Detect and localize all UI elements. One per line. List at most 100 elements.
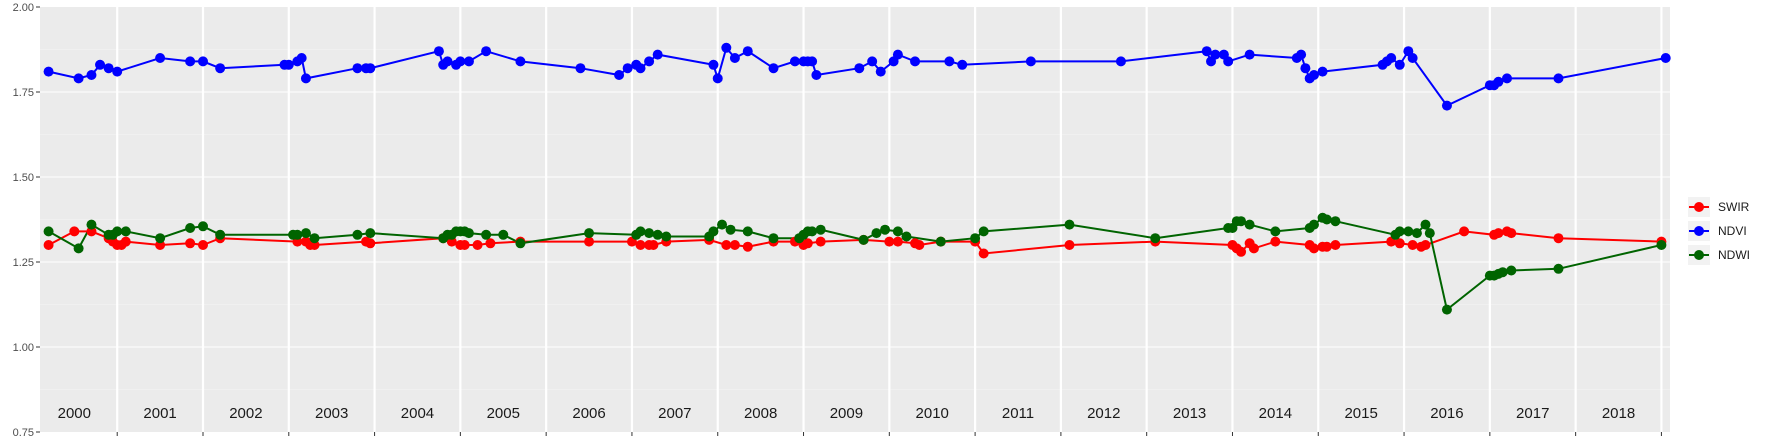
data-point-swir	[1506, 228, 1517, 239]
y-tick-label: 2.00	[13, 2, 34, 14]
data-point-ndwi	[1424, 228, 1435, 239]
data-point-ndvi	[1300, 63, 1311, 74]
data-point-ndwi	[717, 219, 728, 230]
year-label: 2000	[58, 405, 91, 422]
data-point-ndvi	[867, 56, 878, 67]
data-point-ndvi	[1223, 56, 1234, 67]
data-point-swir	[648, 240, 659, 250]
year-label: 2008	[744, 405, 777, 422]
data-point-ndvi	[1553, 73, 1564, 84]
data-point-ndvi	[1317, 66, 1328, 77]
data-point-swir	[721, 240, 732, 250]
year-label: 2015	[1344, 405, 1377, 422]
data-point-swir	[485, 238, 496, 249]
data-point-ndvi	[1201, 46, 1212, 57]
data-point-ndvi	[1660, 53, 1671, 63]
data-point-ndvi	[957, 59, 968, 70]
data-point-ndwi	[1394, 226, 1405, 237]
data-point-ndwi	[635, 226, 646, 237]
data-point-ndwi	[1656, 240, 1667, 250]
data-point-ndvi	[43, 66, 54, 77]
data-point-ndwi	[1330, 216, 1341, 227]
year-label: 2001	[143, 405, 176, 422]
data-point-ndvi	[892, 49, 903, 60]
y-axis: 0.75 1.00 1.25 1.50 1.75 2.00	[13, 2, 1662, 439]
data-point-ndwi	[498, 229, 509, 240]
data-point-ndvi	[1386, 53, 1397, 63]
data-point-ndwi	[292, 229, 303, 240]
data-point-ndwi	[978, 226, 989, 237]
data-point-ndvi	[742, 46, 753, 57]
data-point-swir	[815, 236, 826, 247]
data-point-swir	[729, 240, 740, 250]
data-point-ndvi	[708, 59, 719, 70]
data-point-ndvi	[875, 66, 886, 77]
data-point-swir	[198, 240, 208, 250]
y-tick-label: 0.75	[13, 427, 34, 439]
data-point-swir	[802, 238, 813, 249]
data-point-swir	[1330, 240, 1341, 250]
data-point-ndvi	[215, 63, 226, 74]
data-point-ndwi	[708, 226, 719, 237]
data-point-ndvi	[1308, 70, 1319, 80]
data-point-ndwi	[481, 229, 492, 240]
data-point-swir	[1420, 240, 1431, 250]
data-point-ndwi	[768, 233, 779, 244]
data-point-ndwi	[880, 224, 891, 235]
data-point-ndwi	[198, 221, 208, 232]
data-point-ndwi	[112, 226, 123, 237]
data-point-ndvi	[910, 56, 921, 67]
data-point-ndwi	[1497, 267, 1508, 278]
data-point-ndvi	[185, 56, 196, 67]
data-point-ndwi	[858, 234, 869, 245]
gridlines	[40, 7, 1670, 432]
data-point-ndvi	[1210, 49, 1221, 60]
data-point-ndwi	[1411, 228, 1422, 239]
data-point-ndvi	[768, 63, 779, 74]
data-point-ndwi	[1420, 219, 1431, 230]
data-point-ndwi	[807, 226, 818, 237]
data-point-swir	[892, 236, 903, 247]
y-tick-label: 1.00	[13, 342, 34, 354]
data-point-ndwi	[463, 228, 474, 239]
data-point-swir	[742, 241, 753, 252]
data-point-swir	[1248, 243, 1259, 254]
data-point-ndvi	[1407, 53, 1418, 63]
year-label: 2013	[1173, 405, 1206, 422]
data-point-swir	[1459, 226, 1470, 237]
data-point-swir	[459, 240, 470, 250]
data-point-ndwi	[892, 226, 903, 237]
legend-label-swir: SWIR	[1718, 200, 1750, 214]
data-point-ndvi	[73, 73, 84, 84]
data-point-ndvi	[729, 53, 740, 63]
data-point-ndwi	[644, 228, 655, 239]
data-point-ndvi	[86, 70, 97, 80]
year-label: 2012	[1087, 405, 1120, 422]
data-point-ndvi	[1441, 100, 1452, 111]
data-point-ndwi	[725, 224, 736, 235]
data-point-ndvi	[1493, 76, 1504, 87]
data-point-ndvi	[365, 63, 376, 74]
data-point-swir	[69, 226, 80, 237]
data-point-ndvi	[1296, 49, 1307, 60]
data-point-swir	[1236, 246, 1247, 257]
data-point-ndwi	[1441, 304, 1452, 315]
year-label: 2011	[1002, 405, 1034, 422]
data-point-ndwi	[901, 231, 912, 242]
y-tick-label: 1.25	[13, 257, 34, 269]
data-point-ndvi	[198, 56, 208, 67]
data-point-ndvi	[433, 46, 444, 57]
data-point-ndvi	[712, 73, 723, 84]
data-point-ndvi	[854, 63, 865, 74]
data-point-ndvi	[283, 59, 294, 70]
data-point-swir	[43, 240, 54, 250]
data-point-swir	[978, 248, 989, 259]
data-point-ndwi	[661, 231, 672, 242]
data-point-swir	[1407, 240, 1418, 250]
data-point-ndvi	[721, 42, 732, 53]
year-label: 2018	[1602, 405, 1635, 422]
data-point-swir	[1394, 238, 1405, 249]
legend-key-point	[1694, 250, 1704, 260]
data-point-ndvi	[95, 59, 106, 70]
year-label: 2016	[1430, 405, 1463, 422]
